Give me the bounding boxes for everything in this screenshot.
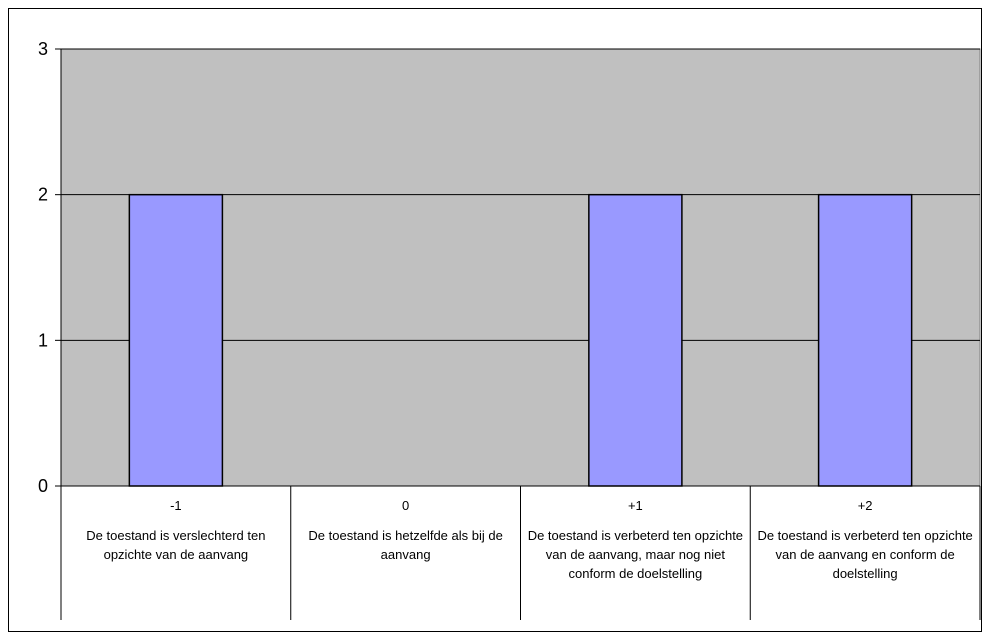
bar-2 — [589, 195, 682, 486]
category-description: De toestand is verbeterd ten opzichte va… — [528, 528, 743, 581]
y-tick-label: 1 — [38, 330, 48, 350]
y-tick-label: 3 — [38, 39, 48, 59]
y-tick-label: 2 — [38, 185, 48, 205]
category-label: +2 De toestand is verbeterd ten opzichte … — [752, 496, 978, 583]
y-tick-label: 0 — [38, 476, 48, 496]
category-description: De toestand is verslechterd ten opzichte… — [86, 528, 265, 562]
category-code: +1 — [523, 496, 749, 515]
category-code: +2 — [752, 496, 978, 515]
category-label: 0 De toestand is hetzelfde als bij de aan… — [293, 496, 519, 564]
category-description: De toestand is verbeterd ten opzichte va… — [757, 528, 972, 581]
category-code: 0 — [293, 496, 519, 515]
category-description: De toestand is hetzelfde als bij de aanv… — [308, 528, 502, 562]
bar-0 — [129, 195, 222, 486]
category-label: +1 De toestand is verbeterd ten opzichte … — [523, 496, 749, 583]
bar-3 — [819, 195, 912, 486]
category-code: -1 — [63, 496, 289, 515]
category-label: -1 De toestand is verslechterd ten opzich… — [63, 496, 289, 564]
